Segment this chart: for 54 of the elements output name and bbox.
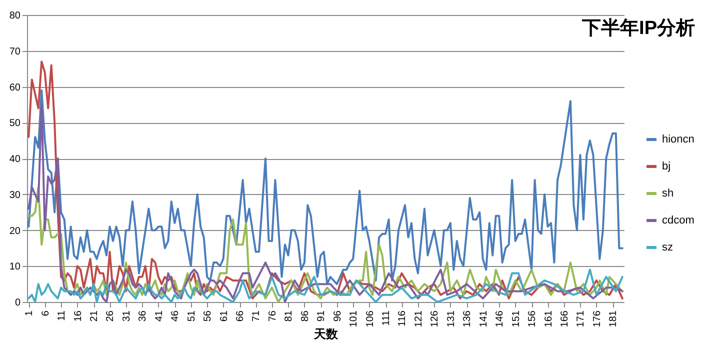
x-tick-label: 6 bbox=[40, 310, 52, 316]
x-tick-label: 36 bbox=[138, 310, 149, 322]
x-tick-label: 121 bbox=[413, 310, 424, 328]
x-tick-label: 11 bbox=[56, 310, 68, 321]
x-tick-label: 111 bbox=[381, 310, 392, 326]
x-tick-label: 131 bbox=[446, 310, 457, 328]
x-tick-label: 71 bbox=[251, 310, 262, 322]
x-tick-label: 106 bbox=[364, 310, 376, 328]
x-axis-title: 天数 bbox=[313, 327, 339, 342]
x-tick-label: 46 bbox=[170, 310, 182, 322]
x-tick-label: 66 bbox=[235, 310, 246, 322]
x-tick-label: 116 bbox=[397, 310, 408, 326]
chart-title: 下半年IP分析 bbox=[581, 17, 695, 39]
y-tick-label: 20 bbox=[9, 226, 21, 237]
x-tick-label: 126 bbox=[430, 310, 441, 328]
x-tick-label: 156 bbox=[527, 310, 538, 328]
x-tick-label: 166 bbox=[559, 310, 570, 328]
x-tick-label: 146 bbox=[494, 310, 506, 328]
x-tick-label: 21 bbox=[89, 310, 100, 322]
legend-label: hioncn bbox=[662, 134, 694, 146]
y-tick-label: 0 bbox=[14, 298, 21, 308]
x-tick-label: 1 bbox=[24, 310, 36, 316]
x-tick-label: 96 bbox=[332, 310, 344, 322]
x-tick-label: 136 bbox=[462, 310, 474, 328]
x-tick-label: 181 bbox=[608, 310, 620, 328]
x-tick-label: 31 bbox=[121, 310, 132, 322]
y-tick-label: 80 bbox=[9, 10, 21, 22]
x-tick-label: 51 bbox=[186, 310, 198, 322]
x-tick-label: 81 bbox=[284, 310, 295, 322]
x-tick-label: 141 bbox=[478, 310, 490, 328]
x-tick-label: 161 bbox=[543, 310, 554, 328]
x-tick-label: 41 bbox=[154, 310, 165, 322]
line-series bbox=[28, 268, 624, 303]
legend-label: sh bbox=[662, 188, 674, 200]
y-tick-label: 50 bbox=[9, 118, 21, 130]
x-tick-label: 56 bbox=[202, 310, 214, 322]
x-tick-label: 91 bbox=[316, 310, 328, 322]
x-tick-label: 171 bbox=[576, 310, 587, 328]
y-tick-label: 10 bbox=[9, 262, 21, 273]
x-tick-label: 151 bbox=[510, 310, 522, 328]
y-tick-label: 60 bbox=[9, 82, 21, 94]
x-tick-label: 176 bbox=[592, 310, 603, 328]
x-tick-label: 16 bbox=[72, 310, 84, 322]
y-tick-label: 30 bbox=[9, 190, 21, 201]
x-tick-label: 61 bbox=[218, 310, 230, 322]
x-tick-label: 76 bbox=[267, 310, 278, 322]
x-tick-label: 86 bbox=[300, 310, 311, 322]
legend-label: bj bbox=[662, 160, 671, 172]
legend-label: sz bbox=[662, 242, 673, 254]
x-tick-label: 101 bbox=[348, 310, 360, 328]
y-tick-label: 40 bbox=[9, 154, 21, 165]
y-tick-label: 70 bbox=[9, 46, 21, 58]
legend-label: cdcom bbox=[662, 214, 694, 226]
x-tick-label: 26 bbox=[105, 310, 116, 322]
